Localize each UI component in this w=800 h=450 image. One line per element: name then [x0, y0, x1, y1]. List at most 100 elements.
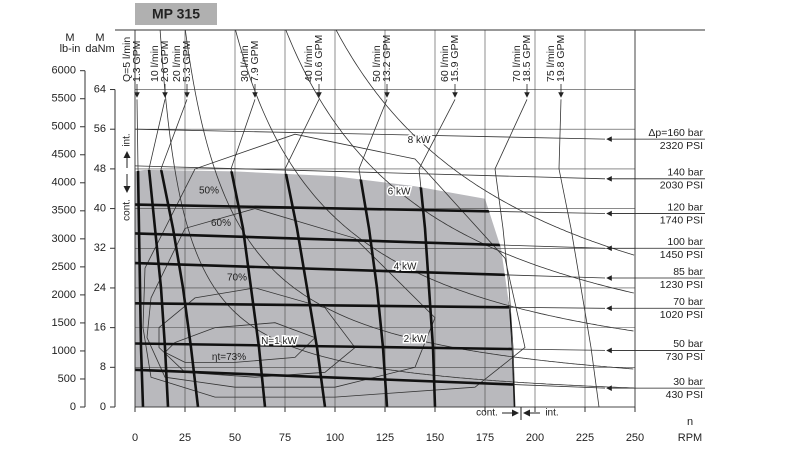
y2-tick-label: 4000 [52, 177, 76, 189]
flow-label-gpm: 5.3 GPM [181, 41, 193, 82]
pressure-line-thick [135, 302, 515, 310]
x-tick-label: 175 [476, 432, 494, 444]
flow-line [558, 99, 600, 407]
x-tick-label: 50 [229, 432, 241, 444]
pressure-label-psi: 2320 PSI [660, 140, 703, 152]
power-label: 8 kW [408, 135, 431, 146]
y2-tick-label: 2500 [52, 261, 76, 273]
x-tick-label: 150 [426, 432, 444, 444]
efficiency-label: 70% [227, 273, 247, 284]
y-tick-label: 0 [100, 401, 106, 413]
cont-bottom-label: cont. [476, 408, 498, 419]
flow-line [494, 99, 528, 407]
power-label: N=1 kW [261, 336, 297, 347]
x-tick-label: 250 [626, 432, 644, 444]
x-tick-label: 200 [526, 432, 544, 444]
y-tick-label: 40 [94, 202, 106, 214]
power-curve [235, 30, 634, 332]
efficiency-contour [164, 322, 316, 363]
int-label: int. [122, 133, 133, 146]
pressure-line-thick [135, 342, 515, 352]
efficiency-contour [158, 287, 356, 378]
flow-label-gpm: 19.8 GPM [555, 35, 567, 82]
power-curve [335, 30, 635, 256]
x-tick-label: 125 [376, 432, 394, 444]
plot-frame [134, 29, 636, 408]
flow-line-thick [159, 169, 200, 407]
y-tick-label: 56 [94, 123, 106, 135]
pressure-label: 100 bar [667, 236, 703, 248]
y2-tick-label: 3000 [52, 233, 76, 245]
flow-label-gpm: 13.2 GPM [381, 35, 393, 82]
power-label: 4 kW [394, 261, 417, 272]
power-label: 6 kW [388, 186, 411, 197]
pressure-label-psi: 1740 PSI [660, 214, 703, 226]
int-bottom-label: int. [545, 408, 558, 419]
power-label: 2 kW [404, 334, 427, 345]
y-tick-label: 48 [94, 163, 106, 175]
flow-label: Q=5 l/min [121, 37, 133, 82]
power-curve [285, 30, 634, 294]
flow-label: 10 l/min [149, 45, 161, 82]
flow-label-gpm: 1.3 GPM [131, 41, 143, 82]
y2-tick-label: 0 [70, 401, 76, 413]
y-axis-symbol: M [95, 32, 104, 44]
chart-title: MP 315 [152, 6, 200, 22]
x-axis-symbol: n [687, 416, 693, 428]
x-tick-label: 100 [326, 432, 344, 444]
y-tick-label: 24 [94, 282, 106, 294]
pressure-line [135, 165, 606, 180]
pressure-line-thick [135, 261, 515, 280]
pressure-label: 30 bar [673, 376, 703, 388]
y-axis-unit: daNm [85, 43, 114, 55]
y-tick-label: 8 [100, 361, 106, 373]
labels-layer: 0 25 50 75 100 125 150 175 200 225 250081624324048… [52, 35, 705, 444]
x-tick-label: 25 [179, 432, 191, 444]
y2-tick-label: 2000 [52, 289, 76, 301]
pressure-line [135, 128, 606, 140]
y2-tick-label: 500 [58, 373, 76, 385]
pressure-label-psi: 730 PSI [666, 351, 703, 363]
x-tick-label: 75 [279, 432, 291, 444]
flow-label-gpm: 15.9 GPM [449, 35, 461, 82]
pressure-label: 140 bar [667, 167, 703, 179]
y-tick-label: 32 [94, 242, 106, 254]
y-tick-label: 64 [94, 83, 106, 95]
y2-axis-unit: lb-in [60, 43, 81, 55]
y2-tick-label: 1500 [52, 317, 76, 329]
flow-line-thick [283, 169, 327, 407]
flow-label: 70 l/min [511, 45, 523, 82]
flow-label-gpm: 18.5 GPM [521, 35, 533, 82]
x-tick-label: 225 [576, 432, 594, 444]
efficiency-contour [146, 208, 436, 388]
efficiency-contour [142, 133, 526, 398]
x-tick-label: 0 [132, 432, 138, 444]
pressure-label: 120 bar [667, 201, 703, 213]
pressure-label: 85 bar [673, 266, 703, 278]
flow-label: 50 l/min [371, 45, 383, 82]
flow-label-gpm: 2.6 GPM [159, 41, 171, 82]
y2-axis-symbol: M [65, 32, 74, 44]
pressure-label-psi: 1450 PSI [660, 249, 703, 261]
y-tick-label: 16 [94, 322, 106, 334]
pressure-label: 70 bar [673, 296, 703, 308]
efficiency-label: 50% [199, 185, 219, 196]
flow-line-thick [147, 169, 170, 407]
pressure-label-psi: 430 PSI [666, 389, 703, 401]
y2-tick-label: 6000 [52, 65, 76, 77]
flow-label: 30 l/min [239, 45, 251, 82]
flow-line-thick [357, 169, 389, 407]
power-curve [159, 30, 635, 389]
flow-label: 20 l/min [171, 45, 183, 82]
flow-line-thick [135, 169, 145, 407]
flow-label-gpm: 10.6 GPM [313, 35, 325, 82]
y2-tick-label: 3500 [52, 205, 76, 217]
pressure-line-thick [135, 368, 515, 390]
flow-label: 60 l/min [439, 45, 451, 82]
y2-tick-label: 5500 [52, 93, 76, 105]
pressure-label-psi: 1020 PSI [660, 309, 703, 321]
x-axis-unit: RPM [678, 432, 702, 444]
title-box [135, 3, 217, 25]
efficiency-label: 60% [211, 218, 231, 229]
